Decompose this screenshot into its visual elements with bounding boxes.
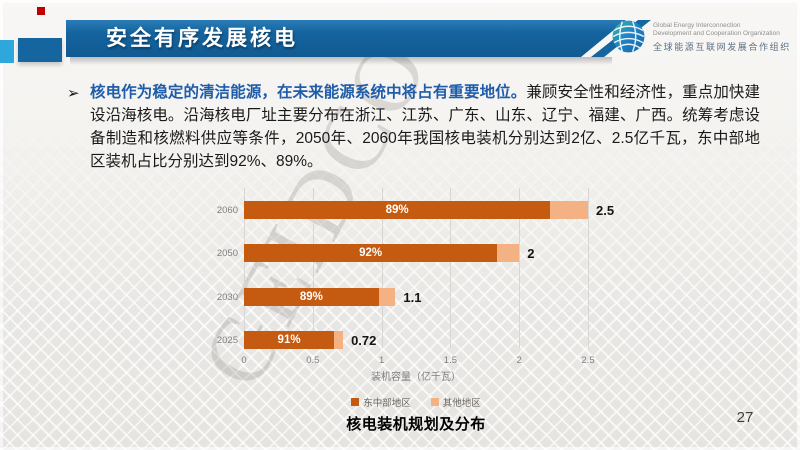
body-paragraph: 核电作为稳定的清洁能源，在未来能源系统中将占有重要地位。兼顾安全性和经济性，重点… [90, 81, 760, 173]
x-tick-label: 0 [241, 355, 247, 366]
bar-other-regions [497, 244, 520, 263]
x-tick-label: 1.5 [443, 355, 457, 366]
logo-org-en-line1: Global Energy Interconnection [653, 22, 741, 29]
legend-swatch [430, 398, 439, 406]
globe-icon [612, 20, 645, 53]
bar-other-regions [334, 330, 344, 349]
x-axis-title: 装机容量（亿千瓦） [371, 372, 461, 383]
x-tick-label: 2.5 [581, 355, 595, 366]
category-label: 2025 [216, 334, 238, 346]
bar-east-central: 89% [244, 287, 379, 306]
bar-share-label: 89% [385, 204, 409, 216]
paragraph-lead-text: 核电作为稳定的清洁能源，在未来能源系统中将占有重要地位。 [90, 84, 527, 101]
bar-other-regions [378, 287, 396, 306]
bar-total-label: 2 [527, 246, 535, 262]
category-label: 2050 [216, 248, 238, 260]
gridline [588, 188, 589, 348]
slide-title: 安全有序发展核电 [106, 27, 298, 50]
dark-blue-square-decoration [18, 38, 62, 62]
legend-item: 东中部地区 [351, 395, 411, 409]
category-label: 2060 [216, 205, 238, 216]
logo-text: Global Energy Interconnection Developmen… [653, 18, 791, 58]
legend-label: 东中部地区 [363, 398, 411, 409]
geidco-logo: Global Energy Interconnection Developmen… [610, 18, 795, 58]
legend-label: 其他地区 [442, 398, 481, 409]
x-tick-label: 0.5 [306, 355, 320, 366]
red-square-decoration [37, 7, 45, 15]
chart-legend: 东中部地区 其他地区 [214, 395, 618, 409]
x-tick-label: 1 [378, 355, 385, 366]
bar-east-central: 92% [244, 244, 498, 263]
legend-swatch [351, 398, 360, 406]
logo-org-en-line2: Development and Cooperation Organization [653, 30, 780, 37]
light-blue-square-decoration [0, 40, 14, 63]
bar-total-label: 0.72 [351, 332, 377, 348]
x-tick-label: 2 [516, 355, 522, 366]
bar-total-label: 2.5 [596, 203, 615, 218]
header-bar: 安全有序发展核电 [66, 20, 626, 57]
bar-east-central: 91% [244, 330, 335, 349]
chart-caption: 核电装机规划及分布 [346, 416, 486, 433]
page-number: 27 [736, 409, 754, 426]
bar-total-label: 1.1 [403, 289, 422, 305]
bullet-arrow-icon: ➢ [67, 85, 80, 102]
bar-share-label: 92% [359, 247, 383, 260]
bar-share-label: 91% [277, 333, 301, 346]
legend-item: 其他地区 [430, 395, 481, 409]
bar-share-label: 89% [299, 290, 323, 303]
bar-other-regions [550, 201, 588, 219]
category-label: 2030 [216, 291, 238, 303]
logo-org-zh: 全球能源互联网发展合作组织 [653, 42, 791, 52]
bar-east-central: 89% [244, 201, 551, 219]
